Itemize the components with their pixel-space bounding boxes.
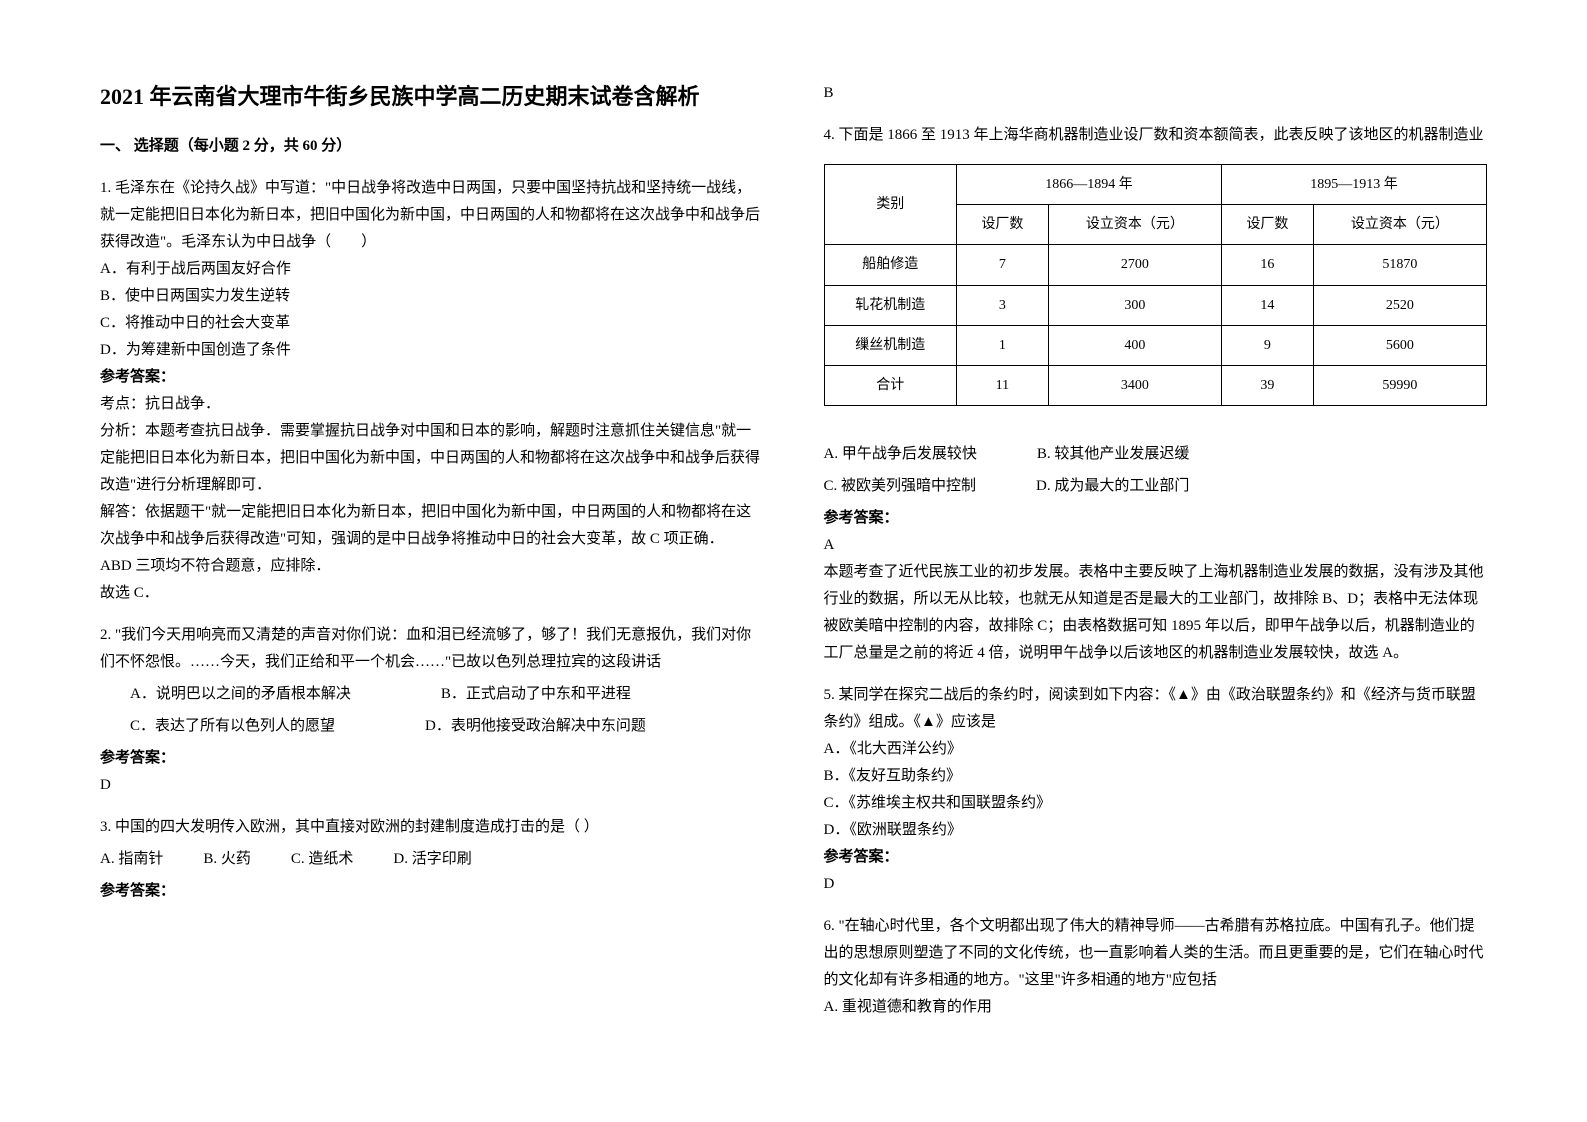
q4-opt-d: D. 成为最大的工业部门: [1036, 473, 1189, 500]
th-fac1: 设厂数: [957, 205, 1049, 245]
q5-opt-a: A．《北大西洋公约》: [824, 736, 1488, 763]
q2-opt-a: A．说明巴以之间的矛盾根本解决: [100, 681, 351, 708]
q4-row1: A. 甲午战争后发展较快 B. 较其他产业发展迟缓: [824, 441, 1488, 468]
section1-head: 一、 选择题（每小题 2 分，共 60 分）: [100, 133, 764, 160]
q4-opt-b: B. 较其他产业发展迟缓: [1037, 441, 1190, 468]
question-4: 4. 下面是 1866 至 1913 年上海华商机器制造业设厂数和资本额简表，此…: [824, 122, 1488, 667]
right-column: B 4. 下面是 1866 至 1913 年上海华商机器制造业设厂数和资本额简表…: [824, 80, 1488, 1042]
q1-stem: 1. 毛泽东在《论持久战》中写道："中日战争将改造中日两国，只要中国坚持抗战和坚…: [100, 175, 764, 256]
q1-kaodian: 考点：抗日战争．: [100, 391, 764, 418]
question-6: 6. "在轴心时代里，各个文明都出现了伟大的精神导师——古希腊有苏格拉底。中国有…: [824, 913, 1488, 1021]
q5-opt-c: C．《苏维埃主权共和国联盟条约》: [824, 790, 1488, 817]
q4-opt-c: C. 被欧美列强暗中控制: [824, 473, 977, 500]
q1-ref-label: 参考答案：: [100, 364, 764, 391]
q2-opt-c: C．表达了所有以色列人的愿望: [100, 713, 335, 740]
q1-jieda3: 故选 C．: [100, 580, 764, 607]
q5-answer: D: [824, 871, 1488, 898]
q1-opt-a: A．有利于战后两国友好合作: [100, 256, 764, 283]
q6-opt-a: A. 重视道德和教育的作用: [824, 994, 1488, 1021]
th-cat: 类别: [824, 165, 957, 245]
question-1: 1. 毛泽东在《论持久战》中写道："中日战争将改造中日两国，只要中国坚持抗战和坚…: [100, 175, 764, 607]
q5-stem: 5. 某同学在探究二战后的条约时，阅读到如下内容：《▲》由《政治联盟条约》和《经…: [824, 682, 1488, 736]
th-period1: 1866—1894 年: [957, 165, 1222, 205]
q5-opt-b: B．《友好互助条约》: [824, 763, 1488, 790]
q3-opt-b: B. 火药: [203, 846, 251, 873]
table-row: 船舶修造 7 2700 16 51870: [824, 245, 1487, 285]
q4-opt-a: A. 甲午战争后发展较快: [824, 441, 977, 468]
q1-fenxi: 分析：本题考查抗日战争．需要掌握抗日战争对中国和日本的影响，解题时注意抓住关键信…: [100, 418, 764, 499]
q6-stem: 6. "在轴心时代里，各个文明都出现了伟大的精神导师——古希腊有苏格拉底。中国有…: [824, 913, 1488, 994]
q4-ref-label: 参考答案：: [824, 505, 1488, 532]
table-row: 轧花机制造 3 300 14 2520: [824, 285, 1487, 325]
q4-table: 类别 1866—1894 年 1895—1913 年 设厂数 设立资本（元） 设…: [824, 164, 1488, 406]
q1-opt-b: B．使中日两国实力发生逆转: [100, 283, 764, 310]
th-fac2: 设厂数: [1221, 205, 1313, 245]
q4-explain: 本题考查了近代民族工业的初步发展。表格中主要反映了上海机器制造业发展的数据，没有…: [824, 559, 1488, 667]
table-row: 合计 11 3400 39 59990: [824, 365, 1487, 405]
q1-jieda2: ABD 三项均不符合题意，应排除．: [100, 553, 764, 580]
q3-opt-c: C. 造纸术: [291, 846, 354, 873]
q4-answer: A: [824, 532, 1488, 559]
left-column: 2021 年云南省大理市牛街乡民族中学高二历史期末试卷含解析 一、 选择题（每小…: [100, 80, 764, 1042]
q3-ref-label: 参考答案：: [100, 878, 764, 905]
th-cap1: 设立资本（元）: [1048, 205, 1221, 245]
q3-opt-a: A. 指南针: [100, 846, 163, 873]
q3-opts: A. 指南针 B. 火药 C. 造纸术 D. 活字印刷: [100, 846, 764, 873]
q1-opt-c: C．将推动中日的社会大变革: [100, 310, 764, 337]
q2-opt-d: D．表明他接受政治解决中东问题: [395, 713, 646, 740]
q2-row2: C．表达了所有以色列人的愿望 D．表明他接受政治解决中东问题: [100, 713, 764, 740]
th-period2: 1895—1913 年: [1221, 165, 1486, 205]
q2-opt-b: B．正式启动了中东和平进程: [411, 681, 631, 708]
q2-ref-label: 参考答案：: [100, 745, 764, 772]
q3-stem: 3. 中国的四大发明传入欧洲，其中直接对欧洲的封建制度造成打击的是（ ）: [100, 814, 764, 841]
q4-row2: C. 被欧美列强暗中控制 D. 成为最大的工业部门: [824, 473, 1488, 500]
th-cap2: 设立资本（元）: [1313, 205, 1486, 245]
q2-answer: D: [100, 772, 764, 799]
q3-answer: B: [824, 80, 1488, 107]
question-2: 2. "我们今天用响亮而又清楚的声音对你们说：血和泪已经流够了，够了！我们无意报…: [100, 622, 764, 799]
q3-opt-d: D. 活字印刷: [393, 846, 471, 873]
q2-row1: A．说明巴以之间的矛盾根本解决 B．正式启动了中东和平进程: [100, 681, 764, 708]
question-3: 3. 中国的四大发明传入欧洲，其中直接对欧洲的封建制度造成打击的是（ ） A. …: [100, 814, 764, 905]
q5-opt-d: D．《欧洲联盟条约》: [824, 817, 1488, 844]
q2-stem: 2. "我们今天用响亮而又清楚的声音对你们说：血和泪已经流够了，够了！我们无意报…: [100, 622, 764, 676]
table-row: 缫丝机制造 1 400 9 5600: [824, 325, 1487, 365]
q1-jieda1: 解答：依据题干"就一定能把旧日本化为新日本，把旧中国化为新中国，中日两国的人和物…: [100, 499, 764, 553]
q4-stem: 4. 下面是 1866 至 1913 年上海华商机器制造业设厂数和资本额简表，此…: [824, 122, 1488, 149]
q5-ref-label: 参考答案：: [824, 844, 1488, 871]
q1-opt-d: D．为筹建新中国创造了条件: [100, 337, 764, 364]
question-5: 5. 某同学在探究二战后的条约时，阅读到如下内容：《▲》由《政治联盟条约》和《经…: [824, 682, 1488, 898]
exam-title: 2021 年云南省大理市牛街乡民族中学高二历史期末试卷含解析: [100, 80, 764, 113]
